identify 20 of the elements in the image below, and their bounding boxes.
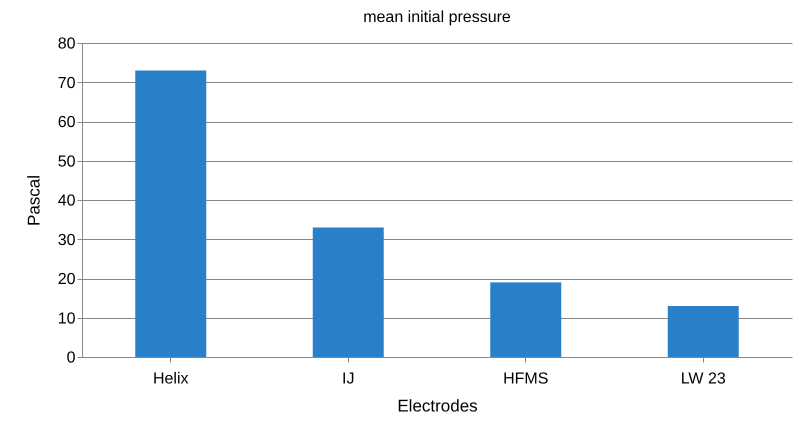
x-tick-label: Helix: [152, 370, 189, 388]
y-tick-label: 70: [58, 74, 76, 92]
x-tick-label: IJ: [342, 370, 354, 388]
y-tick-label: 20: [58, 271, 76, 288]
y-axis-title: Pascal: [24, 174, 44, 226]
y-tick-label: 80: [58, 36, 76, 52]
bar: [668, 306, 739, 357]
y-tick-label: 0: [66, 350, 76, 366]
x-tick-label: LW 23: [680, 370, 726, 388]
x-axis-title: Electrodes: [397, 396, 478, 416]
y-tick-label: 30: [58, 232, 76, 249]
bar: [135, 70, 206, 357]
x-tick-label: HFMS: [503, 370, 548, 388]
y-tick-label: 10: [58, 310, 76, 328]
y-tick-label: 50: [58, 153, 76, 170]
bar: [490, 282, 562, 357]
y-tick-label: 60: [58, 114, 76, 131]
bar: [312, 227, 384, 357]
chart-title: mean initial pressure: [363, 9, 511, 26]
y-tick-label: 40: [58, 192, 76, 210]
